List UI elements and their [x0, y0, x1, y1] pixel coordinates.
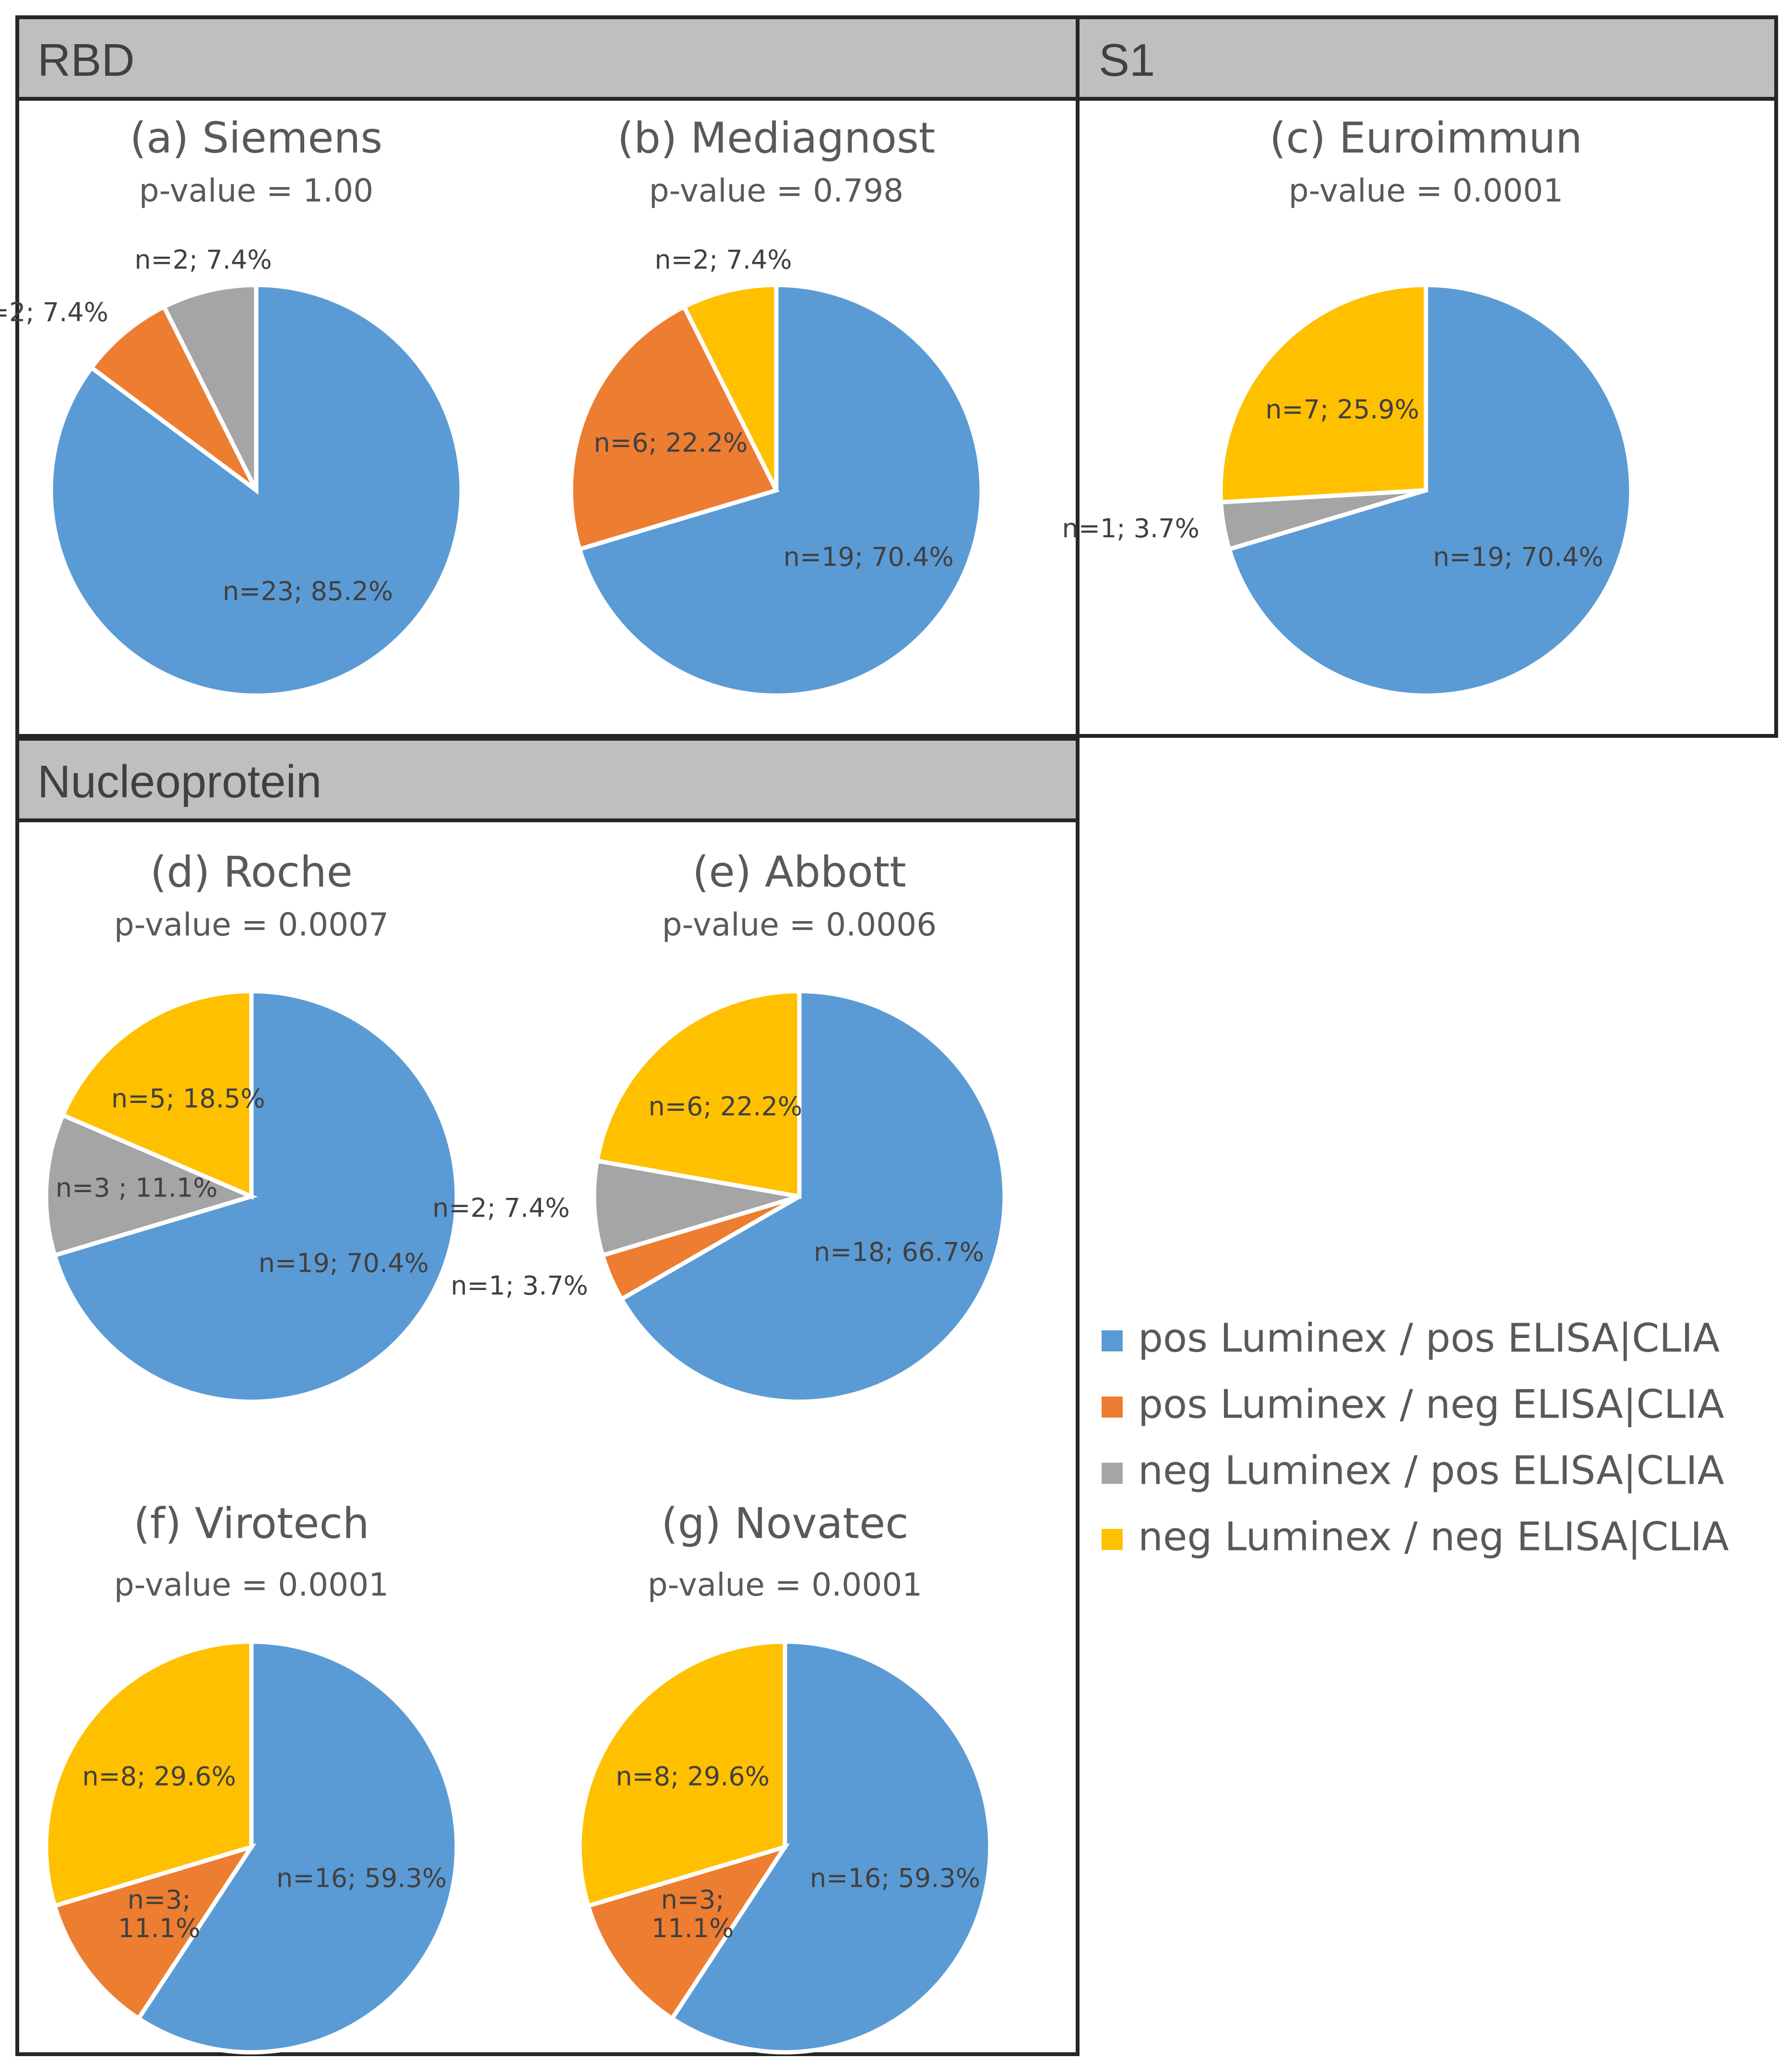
chart-pvalue: p-value = 0.0006	[662, 906, 937, 943]
legend-swatch	[1102, 1529, 1123, 1550]
chart-title: (c) Euroimmun	[1270, 113, 1582, 163]
legend-item: neg Luminex / pos ELISA|CLIA	[1102, 1448, 1724, 1493]
pie-slice-neg-luminex-neg-elisa-clia	[44, 1639, 254, 1909]
panel-nucleoprotein-label: Nucleoprotein	[37, 756, 321, 807]
legend-swatch	[1102, 1396, 1123, 1418]
slice-label: n=2; 7.4%	[134, 245, 272, 275]
chart-title: (b) Mediagnost	[617, 113, 936, 163]
chart-title: (e) Abbott	[692, 847, 906, 897]
legend-item: pos Luminex / neg ELISA|CLIA	[1102, 1382, 1724, 1427]
pie-chart-a-siemens: (a) Siemens p-value = 1.00 n=23; 85.2% n=2;…	[0, 113, 464, 698]
panel-nucleoprotein-header	[15, 737, 1080, 822]
pie-slice-pos-luminex-neg-elisa-clia	[52, 1843, 257, 2022]
slice-label: n=3; 11.1%	[118, 1884, 201, 1943]
pie-chart-c-euroimmun: (c) Euroimmun p-value = 0.0001 n=19; 70.4%…	[1062, 113, 1634, 698]
panel-s1-label: S1	[1099, 35, 1155, 86]
pie-slice-pos-luminex-pos-elisa-clia	[135, 1639, 459, 2055]
slice-label: n=18; 66.7%	[814, 1237, 984, 1267]
pie-slice-neg-luminex-neg-elisa-clia	[594, 989, 802, 1199]
pie-slice-neg-luminex-pos-elisa-clia	[161, 283, 259, 492]
legend-label: pos Luminex / neg ELISA|CLIA	[1138, 1382, 1724, 1427]
legend-label: pos Luminex / pos ELISA|CLIA	[1138, 1315, 1720, 1361]
pie-slice-pos-luminex-neg-elisa-clia	[585, 1843, 790, 2022]
pie-chart-f-virotech: (f) Virotech p-value = 0.0001 n=16; 59.3% n…	[44, 1499, 459, 2055]
chart-pvalue: p-value = 0.798	[649, 172, 903, 209]
pie-charts: (a) Siemens p-value = 1.00 n=23; 85.2% n=2;…	[0, 113, 1634, 2055]
slice-label: n=23; 85.2%	[223, 576, 393, 606]
chart-pvalue: p-value = 0.0001	[114, 1566, 389, 1603]
pie-slice-pos-luminex-pos-elisa-clia	[1226, 283, 1634, 698]
slice-label: n=1; 3.7%	[1062, 513, 1199, 544]
pie-slice-pos-luminex-pos-elisa-clia	[618, 989, 1007, 1404]
panel-rbd-header	[15, 15, 1080, 101]
pie-chart-e-abbott: (e) Abbott p-value = 0.0006 n=18; 66.7% n=1…	[432, 847, 1007, 1404]
slice-label: n=3; 11.1%	[652, 1884, 734, 1943]
pie-slice-neg-luminex-pos-elisa-clia	[592, 1158, 800, 1258]
slice-label: n=2; 7.4%	[0, 297, 108, 327]
legend-label: neg Luminex / neg ELISA|CLIA	[1138, 1514, 1729, 1560]
slice-label: n=19; 70.4%	[783, 542, 954, 572]
chart-pvalue: p-value = 0.0001	[1289, 172, 1563, 209]
pie-slice-neg-luminex-neg-elisa-clia	[60, 989, 254, 1200]
slice-label: n=6; 22.2%	[649, 1091, 803, 1122]
slice-label: n=16; 59.3%	[276, 1863, 447, 1893]
pie-slice-neg-luminex-neg-elisa-clia	[1218, 283, 1428, 505]
chart-title: (f) Virotech	[133, 1499, 369, 1548]
slice-label: n=8; 29.6%	[82, 1762, 236, 1792]
panel-s1-header	[1076, 15, 1778, 101]
slice-label: n=19; 70.4%	[1433, 542, 1603, 572]
legend: pos Luminex / pos ELISA|CLIA pos Luminex …	[1102, 1315, 1729, 1560]
pie-slice-pos-luminex-pos-elisa-clia	[577, 283, 984, 698]
pie-slice-neg-luminex-neg-elisa-clia	[577, 1639, 787, 1909]
chart-pvalue: p-value = 0.0007	[114, 906, 389, 943]
pie-chart-b-mediagnost: (b) Mediagnost p-value = 0.798 n=19; 70.4%…	[569, 113, 984, 698]
slice-label: n=8; 29.6%	[616, 1762, 770, 1792]
chart-pvalue: p-value = 0.0001	[648, 1566, 922, 1603]
legend-swatch	[1102, 1330, 1123, 1351]
slice-label: n=1; 3.7%	[451, 1271, 588, 1301]
chart-title: (a) Siemens	[130, 113, 383, 163]
chart-title: (d) Roche	[150, 847, 353, 897]
slice-label: n=2; 7.4%	[654, 245, 792, 275]
chart-title: (g) Novatec	[661, 1499, 908, 1548]
slice-label: n=7; 25.9%	[1265, 394, 1419, 425]
slice-label: n=3 ; 11.1%	[56, 1173, 218, 1203]
legend-item: neg Luminex / neg ELISA|CLIA	[1102, 1514, 1729, 1560]
slice-label: n=19; 70.4%	[259, 1248, 429, 1278]
pie-slice-pos-luminex-neg-elisa-clia	[569, 304, 780, 552]
legend-label: neg Luminex / pos ELISA|CLIA	[1138, 1448, 1724, 1493]
slice-label: n=2; 7.4%	[432, 1193, 570, 1223]
pie-slice-neg-luminex-neg-elisa-clia	[681, 283, 779, 492]
pie-slice-pos-luminex-pos-elisa-clia	[669, 1639, 993, 2055]
slice-label: n=6; 22.2%	[594, 428, 748, 458]
chart-pvalue: p-value = 1.00	[139, 172, 373, 209]
pie-slice-neg-luminex-pos-elisa-clia	[44, 1112, 258, 1258]
pie-chart-d-roche: (d) Roche p-value = 0.0007 n=19; 70.4% n=3 …	[44, 847, 459, 1404]
legend-item: pos Luminex / pos ELISA|CLIA	[1102, 1315, 1720, 1361]
slice-label: n=5; 18.5%	[111, 1083, 265, 1113]
slice-label: n=16; 59.3%	[810, 1863, 980, 1893]
pie-chart-g-novatec: (g) Novatec p-value = 0.0001 n=16; 59.3% n=…	[577, 1499, 993, 2055]
legend-swatch	[1102, 1463, 1123, 1484]
panel-rbd-label: RBD	[37, 35, 135, 86]
pie-slice-pos-luminex-neg-elisa-clia	[88, 304, 259, 492]
